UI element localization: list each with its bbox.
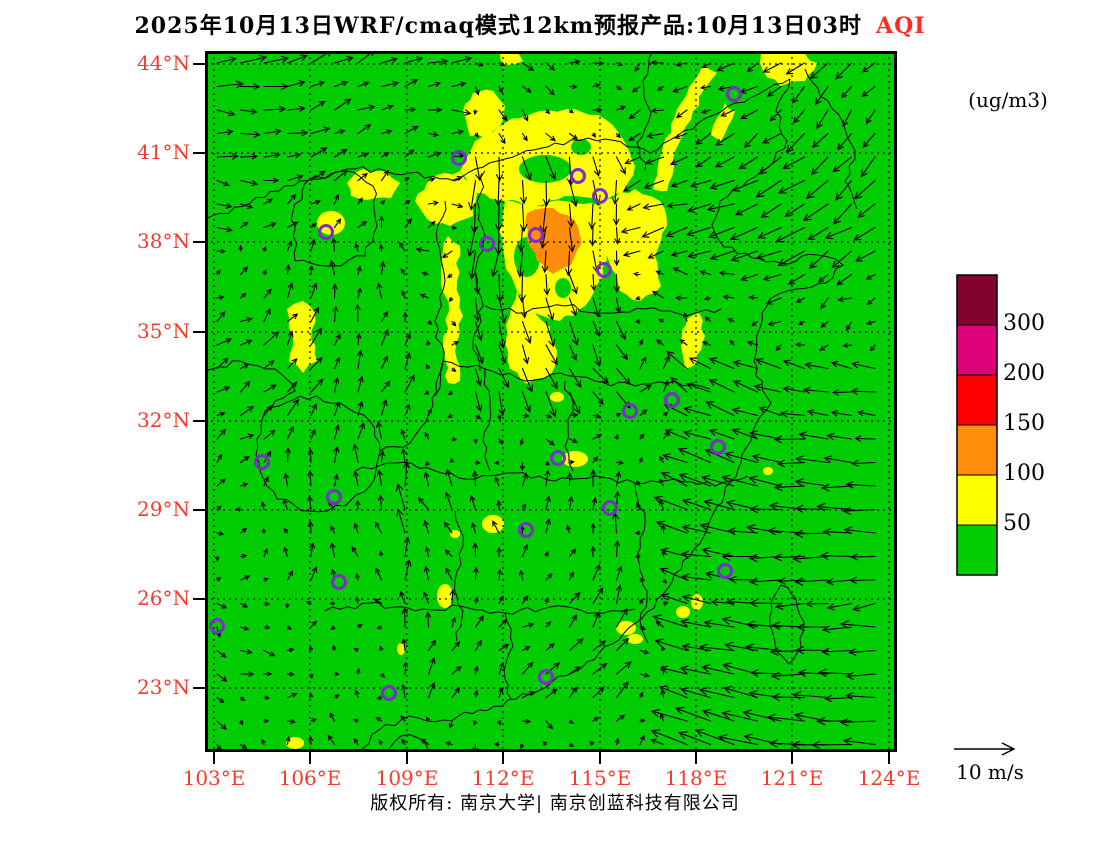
title-pollutant-label: AQI: [876, 13, 926, 39]
city-marker: [318, 224, 334, 240]
city-marker: [326, 489, 342, 505]
graticule: [205, 51, 897, 752]
wind-scale-arrow-icon: [954, 742, 1016, 756]
lat-tick-label: 38°N: [137, 229, 190, 253]
colorbar-segment: [956, 324, 998, 376]
lon-tick-label: 103°E: [182, 766, 246, 790]
lat-tick-mark: [193, 687, 205, 689]
colorbar-tick-label: 150: [1003, 411, 1045, 436]
lat-tick-label: 32°N: [137, 408, 190, 432]
lat-tick-mark: [193, 420, 205, 422]
reference-arrow: [954, 742, 1016, 756]
colorbar-segment: [956, 524, 998, 576]
city-marker: [254, 454, 270, 470]
city-marker: [570, 168, 586, 184]
lat-tick-mark: [193, 331, 205, 333]
city-marker: [726, 86, 742, 102]
lon-tick-label: 112°E: [471, 766, 535, 790]
lat-tick-label: 23°N: [137, 675, 190, 699]
city-marker: [596, 262, 612, 278]
lon-tick-label: 121°E: [760, 766, 824, 790]
forecast-map-canvas: [205, 51, 897, 752]
city-marker: [518, 522, 534, 538]
lat-tick-mark: [193, 509, 205, 511]
colorbar-tick-label: 300: [1003, 311, 1045, 336]
city-marker: [602, 500, 618, 516]
city-marker: [381, 685, 397, 701]
lon-tick-mark: [309, 752, 311, 764]
copyright-text: 版权所有: 南京大学| 南京创蓝科技有限公司: [370, 793, 740, 814]
title-main: 2025年10月13日WRF/cmaq模式12km预报产品:10月13日03时: [134, 13, 862, 39]
city-marker: [479, 236, 495, 252]
lon-tick-mark: [695, 752, 697, 764]
lon-tick-label: 106°E: [278, 766, 342, 790]
city-marker: [538, 669, 554, 685]
lon-tick-mark: [213, 752, 215, 764]
lon-tick-label: 109°E: [375, 766, 439, 790]
units-label: (ug/m3): [968, 88, 1048, 112]
lat-tick-mark: [193, 241, 205, 243]
city-marker: [209, 618, 225, 634]
colorbar-tick-label: 100: [1003, 461, 1045, 486]
lon-tick-mark: [502, 752, 504, 764]
aqi-colorbar: [956, 274, 998, 576]
lon-tick-label: 115°E: [568, 766, 632, 790]
wind-scale-label: 10 m/s: [956, 760, 1024, 784]
city-marker: [622, 403, 638, 419]
lat-tick-mark: [193, 598, 205, 600]
colorbar-frame: [956, 274, 998, 576]
city-marker: [550, 450, 566, 466]
lat-tick-label: 29°N: [137, 497, 190, 521]
city-markers: [209, 86, 742, 701]
colorbar-segment: [956, 474, 998, 526]
colorbar-segment: [956, 424, 998, 476]
city-marker: [710, 439, 726, 455]
city-marker: [664, 392, 680, 408]
lon-tick-mark: [406, 752, 408, 764]
colorbar-segment: [956, 374, 998, 426]
colorbar-tick-label: 200: [1003, 361, 1045, 386]
aqi-unhealthy-core: [525, 208, 582, 274]
city-marker: [717, 563, 733, 579]
lat-tick-mark: [193, 63, 205, 65]
city-marker: [528, 227, 544, 243]
figure-title: 2025年10月13日WRF/cmaq模式12km预报产品:10月13日03时 A…: [0, 8, 1060, 40]
city-marker: [592, 188, 608, 204]
lat-tick-label: 41°N: [137, 140, 190, 164]
map-frame: [205, 51, 897, 752]
colorbar-tick-label: 50: [1003, 511, 1031, 536]
lat-tick-label: 26°N: [137, 586, 190, 610]
lon-tick-label: 118°E: [664, 766, 728, 790]
city-marker: [331, 574, 347, 590]
city-marker: [451, 150, 467, 166]
lat-tick-label: 44°N: [137, 51, 190, 75]
wind-vector-layer: [214, 51, 876, 752]
lon-tick-mark: [599, 752, 601, 764]
lon-tick-mark: [791, 752, 793, 764]
colorbar-segment: [956, 274, 998, 326]
lat-tick-mark: [193, 152, 205, 154]
lon-tick-mark: [888, 752, 890, 764]
lat-tick-label: 35°N: [137, 319, 190, 343]
lon-tick-label: 124°E: [857, 766, 921, 790]
